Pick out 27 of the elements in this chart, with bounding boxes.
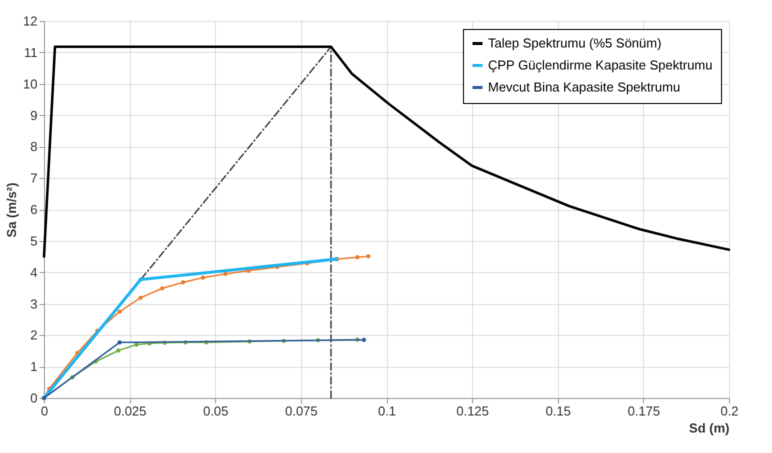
x-tick-label: 0.1 <box>378 404 396 418</box>
y-tick-label: 1 <box>30 359 38 374</box>
y-tick-label: 4 <box>30 264 38 280</box>
x-tick-label: 0.075 <box>285 404 318 418</box>
y-axis-title: Sa (m/s²) <box>4 182 20 238</box>
x-tick-label: 0.125 <box>456 404 489 418</box>
x-tick-label: 0.175 <box>628 404 660 418</box>
y-tick-label: 0 <box>30 390 38 406</box>
y-tick-label: 11 <box>24 44 38 60</box>
y-tick-label: 7 <box>30 170 38 186</box>
legend-label: ÇPP Güçlendirme Kapasite Spektrumu <box>488 58 712 72</box>
legend-label: Talep Spektrumu (%5 Sönüm) <box>488 36 662 50</box>
x-tick-label: 0 <box>40 404 48 418</box>
x-tick-label: 0.2 <box>720 404 739 418</box>
x-axis-title: Sd (m) <box>689 420 730 436</box>
x-tick-label: 0.025 <box>114 404 146 418</box>
y-tick-label: 6 <box>30 202 38 217</box>
x-tick-label: 0.15 <box>546 404 571 418</box>
x-tick-label: 0.05 <box>203 404 228 418</box>
y-tick-label: 8 <box>30 139 38 154</box>
y-tick-label: 2 <box>30 328 38 343</box>
y-tick-label: 9 <box>30 108 38 123</box>
y-tick-label: 12 <box>23 14 38 28</box>
legend-label: Mevcut Bina Kapasite Spektrumu <box>488 80 680 94</box>
y-tick-label: 10 <box>23 76 38 92</box>
y-tick-label: 3 <box>30 296 38 312</box>
y-tick-label: 5 <box>30 233 38 248</box>
